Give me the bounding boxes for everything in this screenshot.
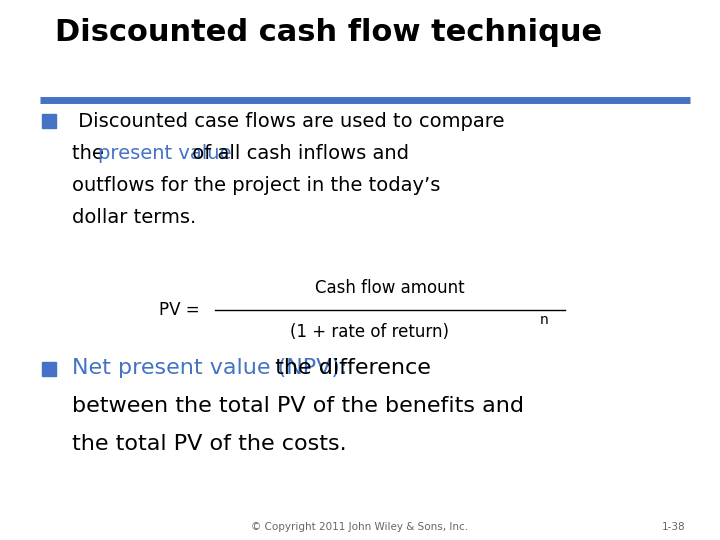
Text: (1 + rate of return): (1 + rate of return) xyxy=(290,323,449,341)
Text: Net present value (NPV):: Net present value (NPV): xyxy=(72,358,348,378)
Text: the total PV of the costs.: the total PV of the costs. xyxy=(72,434,346,454)
Text: between the total PV of the benefits and: between the total PV of the benefits and xyxy=(72,396,524,416)
Bar xyxy=(42,362,56,376)
Text: n: n xyxy=(540,313,549,327)
Text: Cash flow amount: Cash flow amount xyxy=(315,279,465,297)
Text: © Copyright 2011 John Wiley & Sons, Inc.: © Copyright 2011 John Wiley & Sons, Inc. xyxy=(251,522,469,532)
Text: 1-38: 1-38 xyxy=(662,522,685,532)
Bar xyxy=(42,114,56,128)
Text: the difference: the difference xyxy=(268,358,431,378)
Text: outflows for the project in the today’s: outflows for the project in the today’s xyxy=(72,176,441,195)
Text: Discounted case flows are used to compare: Discounted case flows are used to compar… xyxy=(72,112,505,131)
Text: Discounted cash flow technique: Discounted cash flow technique xyxy=(55,18,602,47)
Text: the: the xyxy=(72,144,110,163)
Text: of all cash inflows and: of all cash inflows and xyxy=(186,144,409,163)
Text: PV =: PV = xyxy=(159,301,205,319)
Text: dollar terms.: dollar terms. xyxy=(72,208,197,227)
Text: present value: present value xyxy=(98,144,232,163)
